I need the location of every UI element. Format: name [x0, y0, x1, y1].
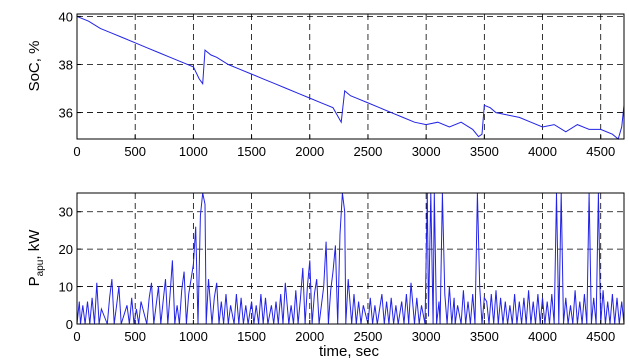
papu-x-tick-label: 1000: [179, 329, 208, 344]
papu-x-tick-label: 3500: [470, 329, 499, 344]
soc-x-tick-label: 2000: [295, 144, 324, 159]
papu-x-tick-label: 2500: [353, 329, 382, 344]
soc-x-tick-label: 3500: [470, 144, 499, 159]
soc-series-line: [76, 15, 625, 140]
papu-panel: 0 500 1000 1500 2000 2500 3000 3500 4000 4500 0 10 2…: [26, 192, 625, 360]
soc-x-tick-label: 4000: [528, 144, 557, 159]
soc-plot-frame: [76, 13, 625, 140]
papu-series: [76, 192, 625, 325]
papu-x-tick-label: 4000: [528, 329, 557, 344]
papu-y-axis-label-main: P: [26, 276, 43, 286]
soc-y-tick-label: 40: [59, 9, 73, 24]
papu-x-tick-label: 0: [73, 329, 80, 344]
papu-y-tick-label: 30: [59, 205, 73, 220]
papu-x-tick-label: 2000: [295, 329, 324, 344]
papu-x-tick-label: 3000: [412, 329, 441, 344]
soc-y-tick-label: 36: [59, 106, 73, 121]
soc-series: [76, 15, 625, 140]
soc-grid: [77, 14, 624, 139]
soc-x-tick-label: 2500: [353, 144, 382, 159]
papu-x-tick-label: 4500: [586, 329, 615, 344]
papu-x-tick-label: 1500: [237, 329, 266, 344]
papu-y-tick-label: 0: [66, 317, 73, 332]
papu-y-tick-label: 10: [59, 280, 73, 295]
papu-y-axis-label-unit: , kW: [26, 229, 43, 260]
papu-series-line: [76, 192, 625, 325]
papu-plot-frame: [76, 192, 625, 325]
soc-x-tick-label: 4500: [586, 144, 615, 159]
soc-ticks: 0 500 1000 1500 2000 2500 3000 3500 4000 4500 36 38…: [59, 9, 616, 159]
papu-y-tick-label: 20: [59, 242, 73, 257]
soc-x-tick-label: 3000: [412, 144, 441, 159]
papu-y-axis-label: Papu, kW: [26, 229, 46, 287]
papu-y-axis-label-subscript: apu: [35, 260, 46, 277]
soc-x-tick-label: 1500: [237, 144, 266, 159]
papu-x-tick-label: 500: [124, 329, 146, 344]
soc-x-tick-label: 0: [73, 144, 80, 159]
papu-ticks: 0 500 1000 1500 2000 2500 3000 3500 4000 4500 0 10 2…: [59, 205, 616, 344]
soc-x-tick-label: 1000: [179, 144, 208, 159]
soc-y-tick-label: 38: [59, 57, 73, 72]
soc-x-tick-label: 500: [124, 144, 146, 159]
soc-panel: 0 500 1000 1500 2000 2500 3000 3500 4000 4500 36 38…: [26, 9, 625, 159]
soc-y-axis-label: SoC, %: [26, 41, 43, 92]
time-x-axis-label: time, sec: [319, 343, 380, 360]
